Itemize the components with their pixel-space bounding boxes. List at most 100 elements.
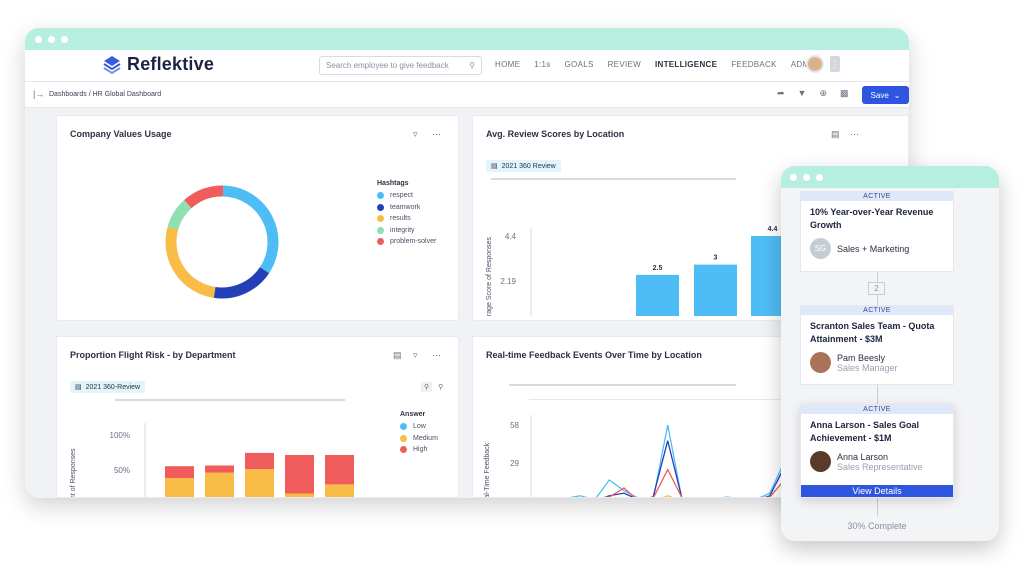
goal-card[interactable]: ACTIVE Scranton Sales Team - Quota Attai… bbox=[800, 305, 954, 385]
bar-chart: Average Score of Responses4.42.1902.5Sea… bbox=[486, 226, 794, 316]
legend-title: Hashtags bbox=[377, 180, 409, 187]
add-icon[interactable]: ⊕ bbox=[819, 88, 828, 98]
review-cycle-tag[interactable]: ▤ 2021 360 Review bbox=[486, 160, 561, 172]
line-series-2 bbox=[602, 468, 799, 497]
goal-owner: SG Sales + Marketing bbox=[801, 238, 953, 259]
legend-label: teamwork bbox=[390, 203, 421, 211]
legend-item[interactable]: High bbox=[400, 446, 438, 453]
legend-item[interactable]: teamwork bbox=[377, 203, 436, 211]
legend-item[interactable]: Medium bbox=[400, 434, 438, 442]
owner-role: Sales Representative bbox=[837, 461, 923, 472]
view-details-button[interactable]: View Details bbox=[801, 485, 953, 497]
stacked-segment-high bbox=[325, 455, 354, 485]
window-dot bbox=[816, 173, 823, 181]
stacked-segment-high bbox=[205, 465, 234, 473]
breadcrumb-root[interactable]: Dashboards bbox=[49, 91, 87, 98]
legend-swatch bbox=[377, 226, 384, 234]
donut-slice-problem-solver bbox=[184, 185, 224, 209]
trash-icon[interactable]: ▩ bbox=[840, 88, 849, 98]
card-company-values: Company Values Usage ▿ ⋯ Hashtags respec… bbox=[56, 115, 459, 321]
legend-item[interactable]: respect bbox=[377, 192, 436, 199]
document-icon[interactable]: ▤ bbox=[831, 129, 840, 139]
goal-alignment-window: 2 ACTIVE 10% Year-over-Year Revenue Grow… bbox=[781, 166, 999, 541]
y-tick-label: 50% bbox=[114, 466, 130, 475]
brand-name: Reflektive bbox=[127, 54, 215, 74]
breadcrumb-bar: |→ Dashboards / HR Global Dashboard ➦ ▼ … bbox=[25, 82, 909, 108]
line-series-0 bbox=[569, 424, 800, 497]
nav-item-intelligence[interactable]: INTELLIGENCE bbox=[654, 60, 718, 69]
legend-item[interactable]: results bbox=[377, 215, 436, 222]
user-avatar[interactable] bbox=[806, 55, 824, 73]
nav-item-feedback[interactable]: FEEDBACK bbox=[731, 60, 777, 69]
bar-london bbox=[694, 264, 737, 316]
stacked-segment-high bbox=[245, 452, 274, 469]
save-button[interactable]: Save ⌄ bbox=[862, 86, 909, 104]
review-cycle-tag[interactable]: ▤ 2021 360-Review bbox=[70, 381, 146, 393]
zoom-controls: ⚲ ⚲ bbox=[421, 382, 446, 392]
goal-card[interactable]: ACTIVE Anna Larson - Sales Goal Achievem… bbox=[800, 404, 954, 498]
avatar bbox=[810, 352, 831, 373]
window-dot bbox=[61, 35, 68, 43]
donut-slice-results bbox=[165, 226, 216, 298]
owner-name: Sales + Marketing bbox=[837, 243, 910, 254]
more-options-icon[interactable]: ⋯ bbox=[850, 129, 859, 139]
avatar bbox=[810, 451, 831, 472]
zoom-out-icon[interactable]: ⚲ bbox=[421, 382, 433, 392]
y-tick-label: 4.4 bbox=[505, 232, 517, 241]
stacked-segment-high bbox=[165, 466, 194, 479]
donut-slice-teamwork bbox=[213, 266, 270, 299]
window-dot bbox=[803, 173, 810, 181]
legend-label: respect bbox=[390, 192, 413, 199]
legend-item[interactable]: problem-solver bbox=[377, 238, 436, 245]
filter-icon[interactable]: ▼ bbox=[797, 88, 807, 98]
filter-icon[interactable]: ▿ bbox=[413, 350, 418, 360]
line-chart: unt of Real-Time Feedback 58 29 0 bbox=[484, 415, 800, 498]
divider bbox=[115, 399, 345, 401]
goal-owner: Anna Larson Sales Representative bbox=[801, 451, 953, 472]
legend-swatch bbox=[377, 192, 384, 199]
legend-swatch bbox=[377, 203, 384, 211]
document-icon: ▤ bbox=[75, 384, 82, 391]
nav-item-admin[interactable]: ADMIN bbox=[790, 60, 819, 69]
breadcrumb-separator: / bbox=[88, 91, 91, 98]
avatar: SG bbox=[810, 238, 831, 259]
legend-label: Medium bbox=[413, 434, 438, 442]
status-badge: ACTIVE bbox=[801, 405, 953, 414]
window-dot bbox=[48, 35, 55, 43]
more-options-icon[interactable]: ⋯ bbox=[432, 129, 441, 139]
brand-logo[interactable]: Reflektive bbox=[103, 54, 214, 75]
stacked-segment-medium bbox=[285, 493, 314, 497]
more-menu-icon[interactable]: ⋮ bbox=[830, 56, 840, 72]
nav-item-goals[interactable]: GOALS bbox=[564, 60, 594, 69]
status-badge: ACTIVE bbox=[801, 192, 953, 201]
connector-line bbox=[877, 496, 878, 516]
divider bbox=[491, 178, 736, 180]
document-icon[interactable]: ▤ bbox=[393, 350, 402, 360]
stacked-segment-medium bbox=[245, 469, 274, 497]
search-input[interactable]: Search employee to give feedback ⚲ bbox=[319, 56, 482, 75]
legend-label: results bbox=[390, 215, 411, 222]
legend-item[interactable]: integrity bbox=[377, 226, 436, 234]
tag-label: 2021 360 Review bbox=[501, 162, 556, 170]
legend-item[interactable]: Low bbox=[400, 423, 438, 430]
filter-icon[interactable]: ▿ bbox=[413, 129, 418, 139]
y-tick-label: 58 bbox=[510, 421, 519, 430]
goal-card[interactable]: ACTIVE 10% Year-over-Year Revenue Growth… bbox=[800, 191, 954, 272]
save-label: Save bbox=[870, 90, 889, 100]
nav-item-review[interactable]: REVIEW bbox=[607, 60, 641, 69]
expand-sidebar-icon[interactable]: |→ bbox=[33, 89, 45, 99]
owner-name: Pam Beesly bbox=[837, 352, 886, 363]
more-options-icon[interactable]: ⋯ bbox=[432, 350, 441, 360]
donut-slice-respect bbox=[222, 185, 279, 274]
reflektive-logo-icon bbox=[103, 55, 121, 74]
chart-legend: Answer Low Medium High bbox=[400, 411, 438, 458]
zoom-in-icon[interactable]: ⚲ bbox=[438, 384, 444, 391]
share-icon[interactable]: ➦ bbox=[777, 88, 785, 98]
card-title: Proportion Flight Risk - by Department bbox=[70, 350, 236, 360]
nav-item-home[interactable]: HOME bbox=[495, 60, 521, 69]
nav-item-1-1s[interactable]: 1:1s bbox=[534, 60, 551, 69]
y-tick-label: 2.19 bbox=[500, 277, 516, 286]
y-axis-label: unt of Real-Time Feedback bbox=[484, 442, 491, 498]
legend-swatch bbox=[377, 238, 384, 245]
legend-swatch bbox=[377, 215, 384, 222]
